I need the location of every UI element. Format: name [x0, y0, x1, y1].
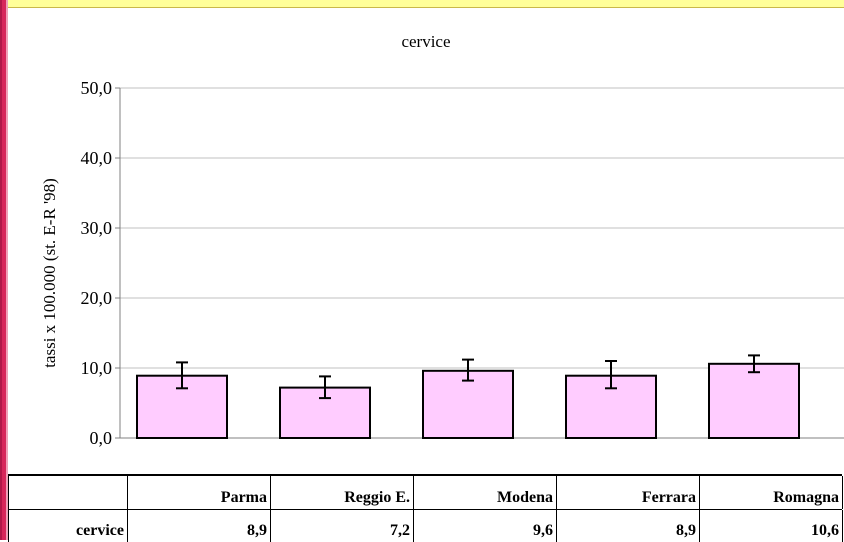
- y-tick-label: 30,0: [81, 218, 113, 238]
- table-header-row: Parma Reggio E. Modena Ferrara Romagna: [8, 476, 842, 510]
- table-header-cell: Modena: [414, 476, 557, 509]
- table-row-label: cervice: [8, 510, 128, 542]
- y-axis-label: tassi x 100.000 (st. E-R '98): [40, 178, 59, 368]
- window-top-strip: [8, 0, 844, 8]
- table-value-cell: 9,6: [414, 510, 557, 542]
- chart-area: cervice tassi x 100.000 (st. E-R '98) 0,…: [8, 8, 844, 473]
- y-tick-label: 20,0: [81, 288, 113, 308]
- table-value-cell: 7,2: [271, 510, 414, 542]
- chart-title: cervice: [401, 32, 450, 51]
- window-left-border: [0, 0, 8, 540]
- bar-chart: cervice tassi x 100.000 (st. E-R '98) 0,…: [8, 8, 844, 473]
- table-header-cell: Ferrara: [557, 476, 700, 509]
- table-header-cell: Reggio E.: [271, 476, 414, 509]
- bar: [709, 364, 799, 438]
- data-table: Parma Reggio E. Modena Ferrara Romagna c…: [8, 474, 842, 542]
- table-value-cell: 8,9: [557, 510, 700, 542]
- y-tick-label: 10,0: [81, 358, 113, 378]
- y-tick-label: 0,0: [90, 428, 113, 448]
- table-header-cell: Romagna: [700, 476, 843, 509]
- table-values-row: cervice 8,9 7,2 9,6 8,9 10,6: [8, 510, 842, 542]
- y-tick-label: 40,0: [81, 148, 113, 168]
- gridlines: [120, 88, 844, 368]
- table-value-cell: 8,9: [128, 510, 271, 542]
- table-header-corner: [8, 476, 128, 509]
- table-value-cell: 10,6: [700, 510, 843, 542]
- y-tick-label: 50,0: [81, 78, 113, 98]
- table-header-cell: Parma: [128, 476, 271, 509]
